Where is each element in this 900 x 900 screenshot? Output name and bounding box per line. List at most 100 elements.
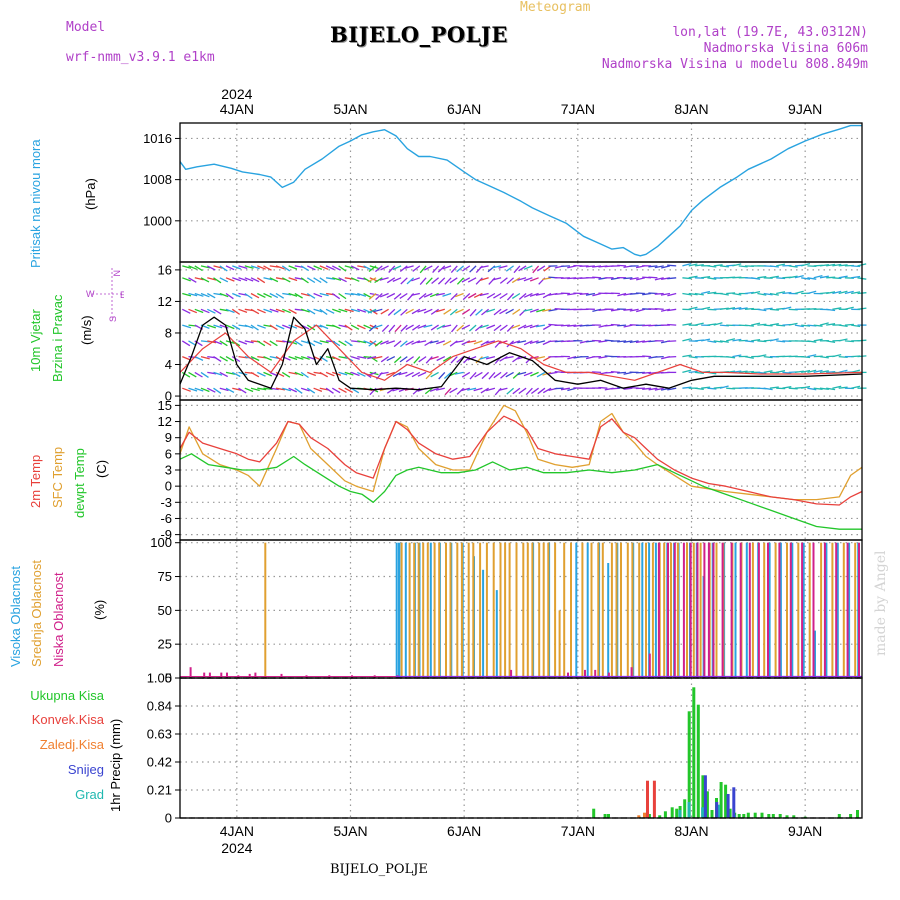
panel-frame xyxy=(179,399,863,541)
total-precip-bar xyxy=(733,812,737,818)
wind-arrow xyxy=(567,324,577,327)
wind-arrow xyxy=(188,355,198,359)
wind-arrow xyxy=(585,340,595,343)
wind-arrow xyxy=(832,385,842,389)
low-cloud-bar xyxy=(812,542,815,678)
conv-precip-bar xyxy=(646,780,649,818)
wind-arrow xyxy=(363,355,373,359)
wind-arrow xyxy=(263,324,273,328)
low-cloud-bar xyxy=(707,542,710,678)
wind-arrow xyxy=(269,308,279,313)
wind-arrow xyxy=(307,371,317,377)
low-cloud-bar xyxy=(373,675,376,678)
wind-arrow xyxy=(374,340,383,347)
wind-arrow xyxy=(475,265,483,274)
wind-arrow xyxy=(469,265,477,273)
wind-arrow xyxy=(269,265,279,268)
x-tick-label-top: 5JAN xyxy=(333,101,367,117)
wind-arrow xyxy=(338,355,348,359)
wind-arrow xyxy=(542,356,552,362)
wind-arrow xyxy=(573,324,583,327)
wind-arrow xyxy=(794,370,804,374)
total-precip-bar xyxy=(856,810,859,818)
low-cloud-bar xyxy=(703,542,706,678)
wind-arrow xyxy=(332,277,342,281)
x-tick-label-bottom: 5JAN xyxy=(333,823,367,839)
wind-arrow xyxy=(300,324,310,330)
wind-arrow xyxy=(788,371,798,374)
pressure-unit: (hPa) xyxy=(83,178,98,210)
temp2m-line xyxy=(179,415,863,506)
wind-arrow xyxy=(732,292,742,296)
wind-arrow xyxy=(244,265,254,269)
wind-arrow xyxy=(374,277,383,284)
conv-precip-bar xyxy=(652,780,656,818)
mid-cloud-bar xyxy=(786,542,788,678)
mid-cloud-bar xyxy=(715,542,718,678)
wind-arrow xyxy=(373,387,383,391)
low-cloud-bar xyxy=(767,542,769,678)
wind-arrow xyxy=(826,370,836,374)
wind-arrow xyxy=(275,340,286,343)
high-cloud-bar xyxy=(723,542,726,678)
wind-arrow xyxy=(207,324,217,329)
wind-arrow xyxy=(844,290,854,295)
wind-arrow xyxy=(399,340,408,348)
wind-arrow xyxy=(493,308,502,316)
wind-arrow xyxy=(380,356,389,363)
wind-arrow xyxy=(660,371,670,374)
wind-arrow xyxy=(832,353,842,358)
gust-line xyxy=(179,324,863,381)
wind-arrow xyxy=(776,277,786,280)
wind-arrow xyxy=(405,324,414,331)
wind-arrow xyxy=(393,293,402,300)
high-cloud-bar xyxy=(575,542,578,678)
wind-arrow xyxy=(807,387,817,391)
wind-arrow xyxy=(281,371,291,378)
mid-cloud-bar xyxy=(774,542,777,678)
wind-arrow xyxy=(306,308,316,315)
low-cloud-bar xyxy=(689,542,692,678)
wind-arrow xyxy=(757,340,767,343)
dewpt-line xyxy=(179,453,862,530)
wind-arrow xyxy=(744,307,754,310)
y-tick-label: 0.21 xyxy=(147,783,172,798)
wind-arrow xyxy=(213,371,223,376)
wind-arrow xyxy=(332,371,342,376)
wind-arrow xyxy=(844,306,854,310)
wind-arrow xyxy=(682,369,692,374)
wind-arrow xyxy=(338,265,347,272)
wind-arrow xyxy=(604,265,614,268)
high-cloud-bar xyxy=(757,542,760,678)
wind-arrow xyxy=(654,371,664,375)
wind-arrow xyxy=(461,340,471,346)
wind-arrow xyxy=(306,277,316,284)
wind-arrow xyxy=(448,371,458,377)
wind-arrow xyxy=(435,292,445,296)
wind-arrow xyxy=(475,277,483,285)
wind-arrow xyxy=(623,277,633,280)
wind-arrow xyxy=(542,371,552,376)
wind-arrow xyxy=(713,386,723,389)
x-tick-label-bottom: 6JAN xyxy=(447,823,481,839)
mid-cloud-bar xyxy=(808,542,811,678)
wind-arrow xyxy=(635,265,646,269)
mid-cloud-bar xyxy=(504,542,507,678)
mid-cloud-bar xyxy=(472,542,475,678)
wind-arrow xyxy=(319,324,329,330)
wind-arrow xyxy=(542,387,552,394)
wind-arrow xyxy=(713,340,723,343)
wind-arrow xyxy=(629,277,639,281)
wind-arrow xyxy=(419,277,427,286)
high-cloud-bar xyxy=(779,542,782,678)
wind-arrow xyxy=(282,340,292,344)
mid-cloud-bar xyxy=(485,542,488,678)
wind-arrow xyxy=(782,385,792,389)
mid-cloud-label: Srednja Oblacnost xyxy=(29,560,44,667)
total-precip-bar xyxy=(705,791,709,818)
wind-arrow xyxy=(500,371,508,379)
total-precip-bar xyxy=(760,812,764,818)
wind-arrow xyxy=(499,292,508,300)
wind-arrow xyxy=(350,265,360,271)
y-tick-label: 1.05 xyxy=(147,671,172,686)
